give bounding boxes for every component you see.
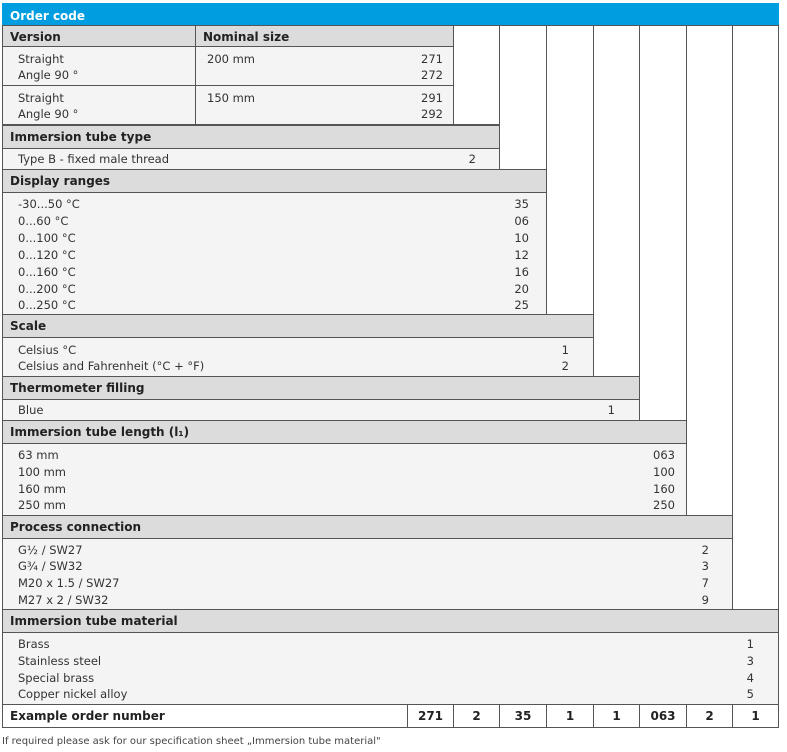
option-label: Copper nickel alloy xyxy=(18,687,128,701)
option-code: 250 xyxy=(653,498,675,512)
section-body-immersion-tube-length: 63 mm 100 mm 160 mm 250 mm 063 100 160 2… xyxy=(2,443,687,516)
section-header-thermometer-filling: Thermometer filling xyxy=(2,376,640,400)
option-code: 9 xyxy=(701,593,709,607)
option-label: Type B - fixed male thread xyxy=(18,152,170,166)
code-column-1 xyxy=(453,25,500,125)
section-header-immersion-tube-material: Immersion tube material xyxy=(2,609,779,633)
option-code: 1 xyxy=(607,403,615,417)
example-value-material: 1 xyxy=(732,704,779,728)
option-code: 10 xyxy=(514,231,529,245)
option-label: G¾ / SW32 xyxy=(18,559,83,573)
section-body-process-connection: G½ / SW27 G¾ / SW32 M20 x 1.5 / SW27 M27… xyxy=(2,538,733,610)
option-label: 100 mm xyxy=(18,465,67,479)
section-body-immersion-tube-type: Type B - fixed male thread 2 xyxy=(2,148,500,170)
option-label: 0...250 °C xyxy=(18,298,76,312)
section-body-immersion-tube-material: Brass Stainless steel Special brass Copp… xyxy=(2,632,779,705)
example-value-filling: 1 xyxy=(593,704,640,728)
section-header-immersion-tube-type: Immersion tube type xyxy=(2,125,500,149)
option-code: 35 xyxy=(514,197,529,211)
section-header-display-ranges: Display ranges xyxy=(2,169,547,193)
version-code: 272 xyxy=(421,68,443,82)
option-label: -30...50 °C xyxy=(18,197,80,211)
version-label: Angle 90 ° xyxy=(18,107,79,121)
option-label: 160 mm xyxy=(18,482,67,496)
code-column-7 xyxy=(732,25,779,610)
version-code: 291 xyxy=(421,91,443,105)
version-label: Straight xyxy=(18,52,64,66)
option-code: 100 xyxy=(653,465,675,479)
option-label: M27 x 2 / SW32 xyxy=(18,593,109,607)
option-label: 0...100 °C xyxy=(18,231,76,245)
option-code: 5 xyxy=(746,687,754,701)
version-header: Version xyxy=(2,25,196,47)
option-label: 0...200 °C xyxy=(18,282,76,296)
option-code: 06 xyxy=(514,214,529,228)
option-label: 0...60 °C xyxy=(18,214,69,228)
footnote: If required please ask for our specifica… xyxy=(2,736,381,747)
option-label: Celsius and Fahrenheit (°C + °F) xyxy=(18,359,205,373)
code-column-6 xyxy=(686,25,733,516)
example-value-version: 271 xyxy=(407,704,454,728)
example-value-scale: 1 xyxy=(546,704,594,728)
example-value-length: 063 xyxy=(639,704,687,728)
version-code: 292 xyxy=(421,107,443,121)
option-code: 16 xyxy=(514,265,529,279)
example-value-display-range: 35 xyxy=(499,704,547,728)
version-label: Straight xyxy=(18,91,64,105)
option-label: G½ / SW27 xyxy=(18,543,83,557)
order-code-title: Order code xyxy=(2,3,779,25)
nominal-size-value: 200 mm xyxy=(207,52,256,66)
option-label: Special brass xyxy=(18,671,95,685)
option-label: 250 mm xyxy=(18,498,67,512)
option-label: Stainless steel xyxy=(18,654,102,668)
nominal-size-value: 150 mm xyxy=(207,91,256,105)
option-label: 0...120 °C xyxy=(18,248,76,262)
code-column-4 xyxy=(593,25,640,377)
version-row-2: Straight Angle 90 ° xyxy=(2,85,196,125)
section-body-display-ranges: -30...50 °C 0...60 °C 0...100 °C 0...120… xyxy=(2,192,547,315)
code-column-2 xyxy=(499,25,547,170)
section-body-scale: Celsius °C Celsius and Fahrenheit (°C + … xyxy=(2,337,594,377)
code-column-5 xyxy=(639,25,687,423)
option-code: 1 xyxy=(561,343,569,357)
section-header-scale: Scale xyxy=(2,314,594,338)
version-label: Angle 90 ° xyxy=(18,68,79,82)
option-label: Blue xyxy=(18,403,44,417)
option-code: 3 xyxy=(701,559,709,573)
option-code: 7 xyxy=(701,576,709,590)
option-code: 4 xyxy=(746,671,754,685)
option-label: 63 mm xyxy=(18,448,59,462)
option-code: 25 xyxy=(514,298,529,312)
option-code: 2 xyxy=(468,152,476,166)
option-label: Brass xyxy=(18,637,50,651)
example-order-label: Example order number xyxy=(2,704,408,728)
option-code: 20 xyxy=(514,282,529,296)
version-row-1: Straight Angle 90 ° xyxy=(2,46,196,86)
option-label: 0...160 °C xyxy=(18,265,76,279)
option-code: 063 xyxy=(653,448,675,462)
option-code: 12 xyxy=(514,248,529,262)
option-code: 2 xyxy=(701,543,709,557)
nominal-size-header: Nominal size xyxy=(195,25,454,47)
option-code: 3 xyxy=(746,654,754,668)
example-value-tube-type: 2 xyxy=(453,704,500,728)
option-label: Celsius °C xyxy=(18,343,77,357)
nominal-size-row-1: 200 mm 271 272 xyxy=(195,46,454,86)
code-column-3 xyxy=(546,25,594,315)
section-body-thermometer-filling: Blue 1 xyxy=(2,399,640,421)
section-header-immersion-tube-length: Immersion tube length (l₁) xyxy=(2,420,687,444)
option-label: M20 x 1.5 / SW27 xyxy=(18,576,120,590)
section-header-process-connection: Process connection xyxy=(2,515,733,539)
example-value-connection: 2 xyxy=(686,704,733,728)
version-code: 271 xyxy=(421,52,443,66)
option-code: 160 xyxy=(653,482,675,496)
option-code: 2 xyxy=(561,359,569,373)
nominal-size-row-2: 150 mm 291 292 xyxy=(195,85,454,125)
option-code: 1 xyxy=(746,637,754,651)
